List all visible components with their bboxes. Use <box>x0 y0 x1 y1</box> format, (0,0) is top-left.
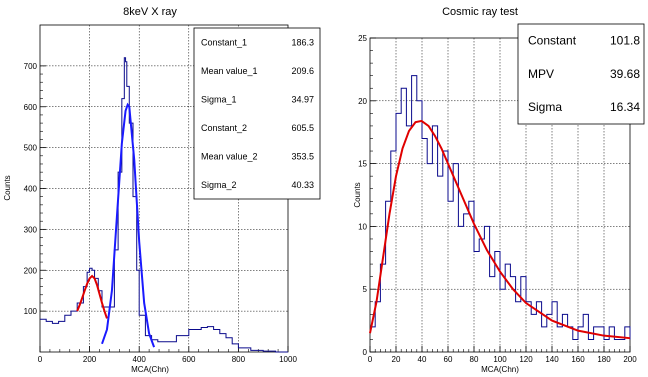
xray-stat-value: 186.3 <box>291 38 314 48</box>
cosmic-x-tick-label: 160 <box>571 355 585 364</box>
xray-x-tick-label: 0 <box>38 355 43 364</box>
cosmic-y-tick-label: 0 <box>363 348 368 357</box>
xray-y-tick-label: 700 <box>24 62 38 71</box>
cosmic-x-tick-label: 0 <box>368 355 373 364</box>
cosmic-x-tick-label: 140 <box>545 355 559 364</box>
xray-y-tick-label: 500 <box>24 144 38 153</box>
xray-x-tick-label: 1000 <box>279 355 297 364</box>
xray-stats-box: Constant_1 186.3 Mean value_1 209.6 Sigma_1 3… <box>193 27 321 200</box>
xray-y-axis-label: Counts <box>3 175 12 200</box>
xray-stat-label: Constant_1 <box>201 38 247 48</box>
xray-y-tick-label: 400 <box>24 185 38 194</box>
xray-stat-label: Sigma_1 <box>201 95 237 105</box>
cosmic-stat-label: MPV <box>528 67 554 81</box>
xray-x-axis-label: MCA(Chn) <box>131 365 169 374</box>
xray-y-tick-label: 100 <box>24 307 38 316</box>
cosmic-stat-label: Constant <box>528 34 577 48</box>
cosmic-y-tick-label: 15 <box>358 160 367 169</box>
cosmic-chart-title: Cosmic ray test <box>442 6 518 18</box>
cosmic-y-axis-label: Counts <box>353 182 362 207</box>
cosmic-panel: Cosmic ray test 0 20 40 60 80 100 120 140 160 180… <box>353 6 645 374</box>
cosmic-y-tick-label: 10 <box>358 222 367 231</box>
xray-stat-label: Sigma_2 <box>201 180 237 190</box>
cosmic-x-tick-label: 40 <box>418 355 427 364</box>
xray-stat-label: Mean value_2 <box>201 152 258 162</box>
cosmic-x-tick-label: 60 <box>444 355 453 364</box>
cosmic-x-tick-label: 100 <box>493 355 507 364</box>
cosmic-y-tick-label: 25 <box>358 34 367 43</box>
cosmic-y-tick-label: 5 <box>363 285 368 294</box>
xray-ticks: 0 200 400 600 800 1000 100 200 300 400 500 600 700 <box>24 62 298 364</box>
cosmic-x-tick-label: 200 <box>623 355 637 364</box>
xray-y-tick-label: 600 <box>24 103 38 112</box>
cosmic-stat-label: Sigma <box>528 100 562 114</box>
cosmic-series <box>369 75 631 340</box>
xray-y-tick-label: 200 <box>24 266 38 275</box>
xray-panel: 8keV X ray 0 200 400 600 800 1000 100 200 300 400… <box>3 6 321 374</box>
cosmic-x-tick-label: 120 <box>519 355 533 364</box>
xray-stat-value: 605.5 <box>291 123 314 133</box>
xray-stat-label: Constant_2 <box>201 123 247 133</box>
xray-y-tick-label: 300 <box>24 225 38 234</box>
cosmic-x-axis-label: MCA(Chn) <box>481 365 519 374</box>
cosmic-fit-curve <box>369 119 631 340</box>
xray-chart-title: 8keV X ray <box>123 6 177 18</box>
xray-x-tick-label: 400 <box>133 355 147 364</box>
cosmic-stats-box: Constant 101.8 MPV 39.68 Sigma 16.34 <box>517 23 645 125</box>
cosmic-stat-value: 16.34 <box>610 100 640 114</box>
cosmic-histogram-line <box>370 75 631 340</box>
cosmic-y-tick-label: 20 <box>358 97 367 106</box>
xray-series <box>40 57 288 353</box>
xray-stat-value: 209.6 <box>291 66 314 76</box>
xray-x-tick-label: 800 <box>232 355 246 364</box>
cosmic-x-tick-label: 180 <box>597 355 611 364</box>
cosmic-x-tick-label: 20 <box>392 355 401 364</box>
xray-stat-value: 34.97 <box>291 95 314 105</box>
xray-stats-frame <box>193 27 321 200</box>
cosmic-ticks: 0 20 40 60 80 100 120 140 160 180 200 0 5 10 15 20 25 <box>358 34 637 364</box>
xray-fit-1-curve <box>76 274 108 319</box>
xray-stat-value: 353.5 <box>291 152 314 162</box>
cosmic-stats-frame <box>517 23 645 125</box>
xray-stat-label: Mean value_1 <box>201 66 258 76</box>
xray-fit-2-curve <box>101 102 156 348</box>
xray-stat-value: 40.33 <box>291 180 314 190</box>
cosmic-x-tick-label: 80 <box>470 355 479 364</box>
cosmic-stat-value: 101.8 <box>610 34 640 48</box>
xray-x-tick-label: 200 <box>83 355 97 364</box>
xray-histogram-line <box>40 57 288 353</box>
xray-x-tick-label: 600 <box>182 355 196 364</box>
cosmic-stat-value: 39.68 <box>610 67 640 81</box>
